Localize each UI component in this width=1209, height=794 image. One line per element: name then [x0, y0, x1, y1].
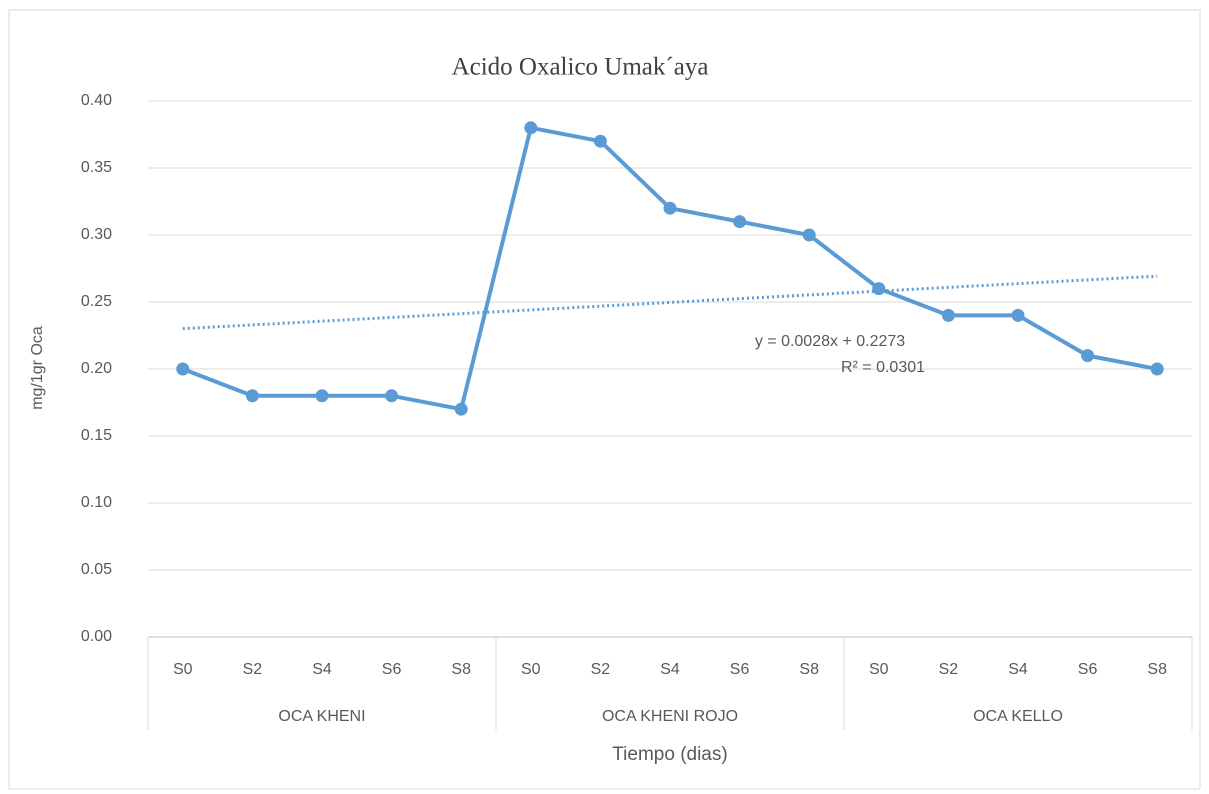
data-point: [663, 201, 677, 215]
data-point: [1150, 362, 1164, 376]
x-tick-label: S6: [1078, 661, 1098, 678]
data-point: [1011, 308, 1025, 322]
x-tick-label: S6: [730, 661, 750, 678]
x-tick-label: S6: [382, 661, 402, 678]
y-axis-label: mg/1gr Oca: [29, 326, 46, 410]
group-label: OCA KHENI: [278, 708, 365, 725]
x-tick-label: S8: [451, 661, 471, 678]
x-tick-label: S8: [1147, 661, 1167, 678]
x-tick-label: S4: [312, 661, 332, 678]
x-axis-label: Tiempo (dias): [612, 744, 727, 765]
data-point: [802, 228, 816, 242]
data-point: [872, 282, 886, 296]
y-tick-label: 0.35: [81, 159, 112, 176]
y-tick-label: 0.15: [81, 427, 112, 444]
x-tick-label: S0: [869, 661, 889, 678]
data-point: [593, 134, 607, 148]
x-tick-label: S4: [660, 661, 680, 678]
data-point: [941, 308, 955, 322]
data-point: [454, 402, 468, 416]
y-tick-label: 0.00: [81, 628, 112, 645]
x-tick-label: S2: [243, 661, 263, 678]
x-tick-label: S0: [521, 661, 541, 678]
data-point: [385, 389, 399, 403]
x-tick-label: S2: [939, 661, 959, 678]
x-tick-label: S0: [173, 661, 193, 678]
group-label: OCA KHENI ROJO: [602, 708, 738, 725]
trend-equation: y = 0.0028x + 0.2273: [755, 333, 905, 350]
chart-title: Acido Oxalico Umak´aya: [452, 54, 709, 81]
data-point: [176, 362, 190, 376]
data-point: [245, 389, 259, 403]
data-point: [733, 215, 747, 229]
x-tick-label: S4: [1008, 661, 1028, 678]
y-tick-label: 0.20: [81, 360, 112, 377]
data-point: [315, 389, 329, 403]
y-tick-label: 0.05: [81, 561, 112, 578]
group-label: OCA KELLO: [973, 708, 1063, 725]
data-point: [524, 121, 538, 135]
y-tick-label: 0.30: [81, 226, 112, 243]
x-tick-label: S8: [799, 661, 819, 678]
x-tick-label: S2: [591, 661, 611, 678]
data-point: [1081, 349, 1095, 363]
y-tick-label: 0.25: [81, 293, 112, 310]
trend-r2: R² = 0.0301: [841, 359, 925, 376]
y-tick-label: 0.40: [81, 92, 112, 109]
y-tick-label: 0.10: [81, 494, 112, 511]
